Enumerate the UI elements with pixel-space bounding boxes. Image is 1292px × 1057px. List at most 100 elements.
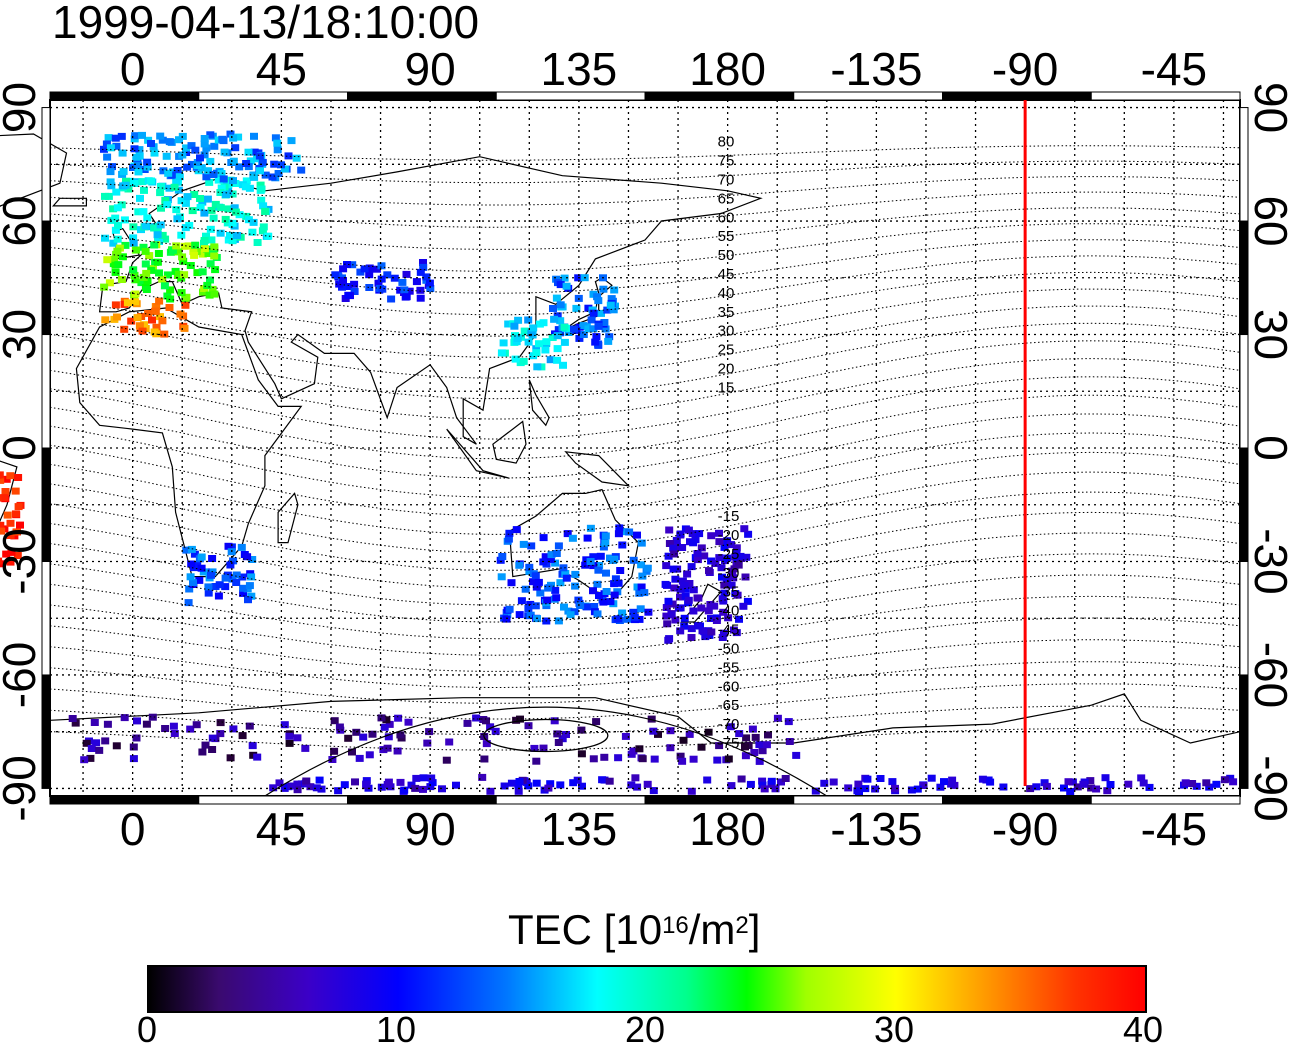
tec-cell <box>113 313 121 321</box>
tec-cell <box>732 544 741 552</box>
tec-cell <box>402 293 411 301</box>
tec-cell <box>610 286 619 294</box>
tec-cell <box>416 268 425 276</box>
tec-cell <box>1137 774 1146 782</box>
tec-cell <box>219 175 228 183</box>
tec-cell <box>876 775 885 782</box>
tec-cell <box>173 167 182 174</box>
tec-cell <box>640 589 649 597</box>
tec-cell <box>627 781 636 789</box>
tec-cell <box>520 327 529 335</box>
tec-cell <box>554 542 563 550</box>
tec-cell <box>148 316 156 324</box>
tec-cell <box>218 135 227 143</box>
tec-cell <box>365 284 374 291</box>
tec-cell <box>527 329 536 337</box>
contour-label: 55 <box>718 228 735 245</box>
tec-cell <box>633 583 642 591</box>
mlat-contour <box>49 145 1241 161</box>
tec-cell <box>118 253 127 261</box>
tec-cell <box>593 610 602 618</box>
tec-cell <box>948 776 957 784</box>
contour-label: -75 <box>718 735 740 752</box>
tec-cell <box>419 259 427 266</box>
tec-cell <box>374 279 383 287</box>
tec-cell <box>605 333 614 341</box>
tec-cell <box>562 731 570 738</box>
tec-cell <box>554 739 563 746</box>
tec-cell <box>602 569 610 577</box>
tec-cell <box>583 534 592 542</box>
tec-cell <box>1202 779 1211 787</box>
tec-cell <box>344 283 353 290</box>
tec-cell <box>452 781 460 789</box>
tec-cell <box>723 554 732 562</box>
tec-cell <box>1101 774 1110 782</box>
tec-cell <box>137 279 146 287</box>
tec-cell <box>554 617 563 625</box>
tec-cell <box>662 562 671 570</box>
tec-cell <box>199 568 208 576</box>
tec-cell <box>264 232 273 240</box>
tec-cell <box>398 278 407 286</box>
tec-cell <box>671 616 680 624</box>
tec-cell <box>697 604 706 612</box>
tec-cell <box>662 604 671 611</box>
tec-cell <box>637 539 646 547</box>
tec-cell <box>597 309 605 317</box>
tec-cell <box>201 741 210 749</box>
tec-cell <box>155 297 164 305</box>
tec-cell <box>196 154 204 162</box>
tec-cell <box>187 142 196 150</box>
tec-cell <box>600 753 609 761</box>
tec-cell <box>176 310 185 318</box>
tec-cell <box>680 581 689 589</box>
tec-cell <box>534 578 543 586</box>
tec-cell <box>200 239 208 247</box>
tec-cell <box>888 778 897 786</box>
tec-cell <box>575 334 584 342</box>
tec-cell <box>209 247 218 255</box>
tec-cell <box>654 730 662 738</box>
tec-cell <box>480 755 489 763</box>
tec-cell <box>177 197 186 205</box>
tec-cell <box>215 581 224 589</box>
mlat-contour <box>49 160 1241 184</box>
tec-cell <box>133 158 142 165</box>
tec-cell <box>134 161 143 169</box>
tec-cell <box>180 271 189 279</box>
tec-cell <box>139 208 148 216</box>
tec-cell <box>396 778 405 786</box>
tec-region-south-pole-band <box>269 773 1238 796</box>
lat-label-right: -30 <box>1245 528 1292 594</box>
tec-cell <box>505 529 514 537</box>
tec-cell <box>550 717 559 725</box>
tec-cell <box>712 617 721 624</box>
tec-cell <box>111 268 120 276</box>
tec-cell <box>1106 781 1115 788</box>
tec-cell <box>422 273 431 281</box>
tec-cell <box>355 754 364 762</box>
tec-cell <box>189 247 198 255</box>
lat-label-right: 30 <box>1245 309 1292 360</box>
tec-cell <box>574 596 583 604</box>
tec-cell <box>727 782 736 790</box>
tec-cell <box>198 198 207 206</box>
tec-cell <box>377 262 386 270</box>
tec-cell <box>396 731 405 739</box>
tec-cell <box>192 721 201 729</box>
tec-cell <box>412 774 421 782</box>
tec-cell <box>139 243 148 251</box>
tec-cell <box>203 281 212 289</box>
tec-cell <box>348 748 356 756</box>
tec-cell <box>724 755 733 763</box>
tec-cell <box>217 170 226 177</box>
tec-cell <box>139 273 148 281</box>
tec-cell <box>210 142 219 150</box>
tec-cell <box>683 570 692 578</box>
tec-cell <box>1181 779 1190 787</box>
tec-cell <box>854 780 863 788</box>
tec-cell <box>715 554 724 562</box>
colorbar-title-unit-exponent: 2 <box>735 912 749 939</box>
tec-cell <box>362 780 371 788</box>
